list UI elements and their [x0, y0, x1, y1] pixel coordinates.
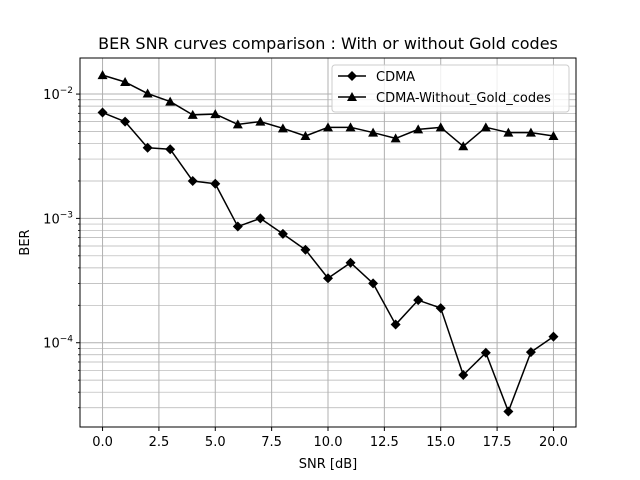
y-axis-label: BER	[18, 229, 33, 255]
x-tick-label: 15.0	[426, 435, 455, 450]
legend: CDMA CDMA-Without_Gold_codes	[331, 64, 570, 113]
legend-marker-diamond-icon	[347, 71, 357, 81]
x-tick-label: 2.5	[149, 435, 170, 450]
data-point-triangle	[480, 122, 491, 132]
legend-label-cdma-without-gold: CDMA-Without_Gold_codes	[376, 91, 551, 106]
y-tick-base: 10	[43, 337, 60, 352]
y-tick-base: 10	[43, 212, 60, 227]
y-tick-base: 10	[43, 88, 60, 103]
data-point-triangle	[232, 119, 243, 129]
data-point-diamond	[210, 178, 221, 189]
legend-marker-triangle-icon	[347, 92, 357, 101]
data-point-diamond	[142, 142, 153, 153]
data-point-triangle	[458, 141, 469, 151]
data-point-diamond	[368, 278, 379, 289]
legend-box	[331, 64, 570, 113]
data-point-diamond	[458, 370, 469, 381]
x-tick-label: 7.5	[261, 435, 282, 450]
data-point-diamond	[435, 303, 446, 314]
y-tick-label: 10−3	[43, 210, 73, 227]
x-tick-label: 12.5	[370, 435, 399, 450]
data-point-triangle	[323, 122, 333, 132]
y-tick-exponent: −2	[60, 86, 73, 96]
data-point-diamond	[97, 107, 108, 118]
data-point-diamond	[187, 175, 198, 186]
data-point-diamond	[548, 331, 559, 342]
data-point-triangle	[120, 77, 131, 87]
data-point-triangle	[503, 127, 514, 137]
tick-layer: 0.0 2.5 5.0 7.5 10.0 12.5 15.0 17.5 20.010−410−3…	[43, 86, 568, 450]
data-point-diamond	[390, 319, 401, 330]
data-point-diamond	[525, 347, 536, 358]
y-tick-label: 10−4	[43, 335, 73, 352]
x-tick-label: 20.0	[539, 435, 568, 450]
x-tick-label: 5.0	[205, 435, 226, 450]
data-point-diamond	[232, 221, 243, 232]
data-point-triangle	[390, 133, 401, 143]
data-point-triangle	[277, 123, 288, 133]
x-tick-label: 10.0	[314, 435, 343, 450]
x-axis-label: SNR [dB]	[299, 457, 357, 472]
data-point-triangle	[413, 124, 424, 134]
data-point-triangle	[187, 109, 198, 119]
data-point-diamond	[413, 295, 424, 306]
data-point-triangle	[548, 130, 559, 140]
data-point-triangle	[345, 122, 356, 132]
series-cdma	[97, 107, 559, 417]
data-point-triangle	[97, 70, 108, 80]
data-point-diamond	[277, 228, 288, 239]
y-tick-label: 10−2	[43, 86, 73, 103]
data-point-triangle	[435, 122, 446, 132]
y-tick-exponent: −3	[60, 210, 73, 220]
data-point-diamond	[345, 257, 356, 268]
chart-title: BER SNR curves comparison : With or with…	[98, 34, 558, 53]
data-point-triangle	[525, 127, 536, 137]
series-layer	[97, 70, 559, 417]
data-point-triangle	[255, 116, 266, 126]
data-point-diamond	[323, 273, 333, 284]
data-point-triangle	[300, 130, 311, 140]
data-point-diamond	[480, 347, 491, 358]
data-point-diamond	[300, 244, 311, 255]
y-tick-exponent: −4	[60, 335, 74, 345]
data-point-triangle	[368, 127, 379, 137]
data-point-triangle	[210, 109, 221, 119]
data-point-triangle	[142, 88, 153, 98]
data-point-diamond	[120, 116, 131, 127]
data-point-diamond	[255, 213, 266, 224]
series-cdma-without-gold-codes	[97, 70, 559, 151]
data-point-diamond	[503, 406, 514, 417]
x-tick-label: 0.0	[92, 435, 113, 450]
data-point-diamond	[165, 144, 176, 155]
x-tick-label: 17.5	[483, 435, 512, 450]
legend-label-cdma: CDMA	[376, 70, 415, 85]
data-point-triangle	[165, 96, 176, 106]
